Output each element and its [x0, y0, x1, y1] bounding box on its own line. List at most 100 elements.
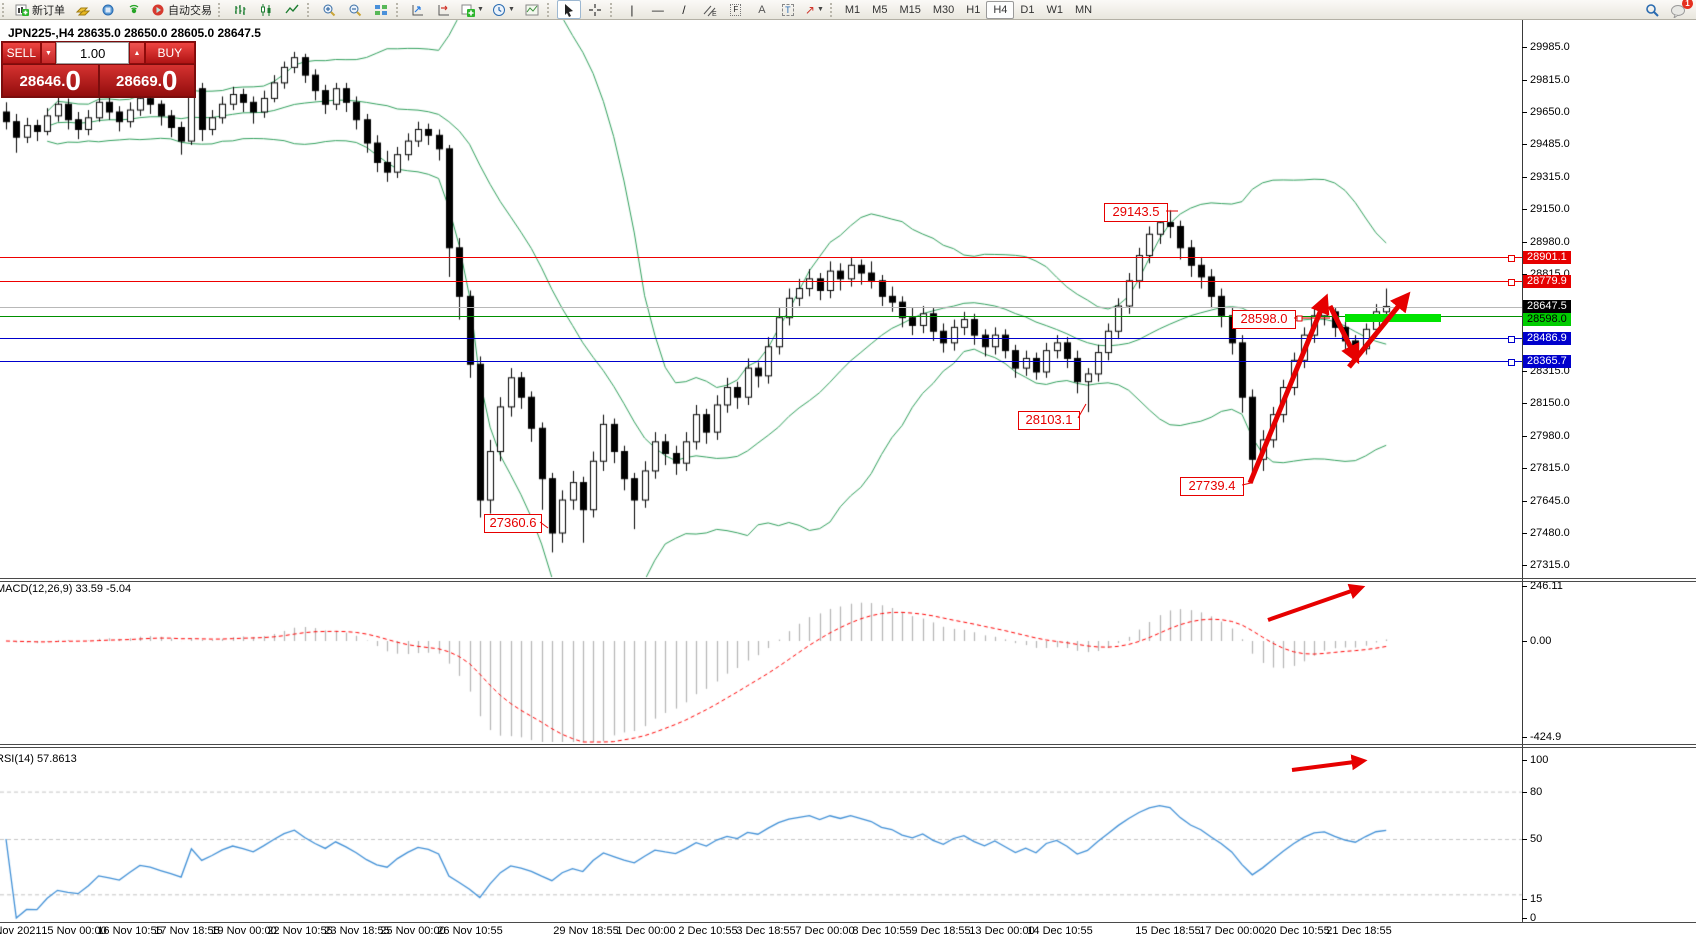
- zoom-in-button[interactable]: [317, 0, 341, 19]
- line-handle[interactable]: [1508, 335, 1515, 343]
- pane-separator[interactable]: [0, 744, 1696, 745]
- price-tick-mark: [1522, 47, 1527, 48]
- toolbar-grip[interactable]: [307, 2, 314, 17]
- candlestick-chart-button[interactable]: [254, 0, 278, 19]
- sell-price-dot: .: [61, 73, 66, 90]
- annotation-27739.4[interactable]: 27739.4: [1180, 477, 1244, 496]
- pane-separator[interactable]: [0, 581, 1696, 582]
- horizontal-line-tool[interactable]: —: [646, 0, 670, 19]
- search-button[interactable]: [1640, 1, 1664, 20]
- autotrading-button[interactable]: 自动交易: [148, 0, 215, 19]
- annotation-27360.6[interactable]: 27360.6: [484, 514, 542, 533]
- annotation-28598.0[interactable]: 28598.0: [1232, 310, 1296, 329]
- line-handle[interactable]: [1508, 278, 1515, 286]
- zoom-out-button[interactable]: [343, 0, 367, 19]
- macd-tick-label: 0.00: [1530, 635, 1552, 647]
- fibonacci-tool[interactable]: F: [724, 0, 748, 19]
- highlight-rectangle[interactable]: [1345, 314, 1441, 322]
- text-tool[interactable]: A: [750, 0, 774, 19]
- rsi-tick-mark: [1522, 918, 1527, 919]
- macd-tick-mark: [1522, 586, 1527, 587]
- sell-button[interactable]: SELL: [2, 42, 41, 64]
- auto-arrange-button[interactable]: [406, 0, 430, 19]
- timeframe-m15[interactable]: M15: [899, 3, 921, 16]
- period-menu-button[interactable]: ▼: [489, 0, 518, 19]
- news-button[interactable]: [96, 0, 120, 19]
- pane-separator[interactable]: [0, 578, 1696, 579]
- gold-bars-button[interactable]: [70, 0, 94, 19]
- annotation-28103.1[interactable]: 28103.1: [1018, 411, 1080, 430]
- date-label: 21 Dec 18:55: [1326, 925, 1392, 937]
- trendline-tool[interactable]: /: [672, 0, 696, 19]
- price-tag-28598.0: 28598.0: [1523, 312, 1571, 326]
- date-label: 1 Dec 00:00: [616, 925, 676, 937]
- price-tick-mark: [1522, 80, 1527, 81]
- timeframe-w1[interactable]: W1: [1046, 3, 1063, 16]
- volume-down-button[interactable]: ▼: [40, 42, 57, 64]
- timeframe-m1[interactable]: M1: [844, 3, 861, 16]
- trendline-icon: /: [682, 2, 686, 17]
- timeframe-d1[interactable]: D1: [1020, 3, 1035, 16]
- shapes-menu-button[interactable]: ↗ ▼: [802, 0, 827, 19]
- zoom-in-icon: [323, 4, 336, 16]
- signals-button[interactable]: [122, 0, 146, 19]
- price-line-28901.1[interactable]: [0, 257, 1522, 259]
- notifications-button[interactable]: 1: [1666, 0, 1693, 20]
- crosshair-icon: [588, 3, 601, 16]
- price-tick-mark: [1522, 468, 1527, 469]
- templates-button[interactable]: [520, 0, 544, 19]
- price-line-28486.9[interactable]: [0, 337, 1522, 339]
- line-handle[interactable]: [1508, 254, 1515, 262]
- tile-windows-button[interactable]: [369, 0, 393, 19]
- toolbar-grip[interactable]: [609, 2, 617, 17]
- buy-price-display[interactable]: 28669. 0: [98, 64, 195, 97]
- pane-separator[interactable]: [0, 747, 1696, 748]
- date-label: 25 Nov 00:00: [380, 925, 446, 937]
- text-label-tool[interactable]: T: [776, 0, 800, 19]
- bar-chart-button[interactable]: [228, 0, 252, 19]
- date-label: 23 Nov 18:55: [324, 925, 390, 937]
- chevron-down-icon: ▼: [816, 6, 824, 13]
- date-label: 15 Dec 18:55: [1135, 925, 1201, 937]
- price-tick-label: 29815.0: [1530, 74, 1570, 86]
- timeframe-h4[interactable]: H4: [986, 0, 1015, 19]
- cursor-tool-button[interactable]: [556, 0, 581, 19]
- annotation-29143.5[interactable]: 29143.5: [1104, 203, 1168, 222]
- timeframe-mn[interactable]: MN: [1074, 3, 1093, 16]
- price-tick-label: 28315.0: [1530, 365, 1570, 377]
- price-line-28647.5[interactable]: [0, 306, 1522, 308]
- line-chart-button[interactable]: [280, 0, 304, 19]
- price-tick-mark: [1522, 144, 1527, 145]
- volume-up-button[interactable]: ▲: [129, 42, 145, 64]
- timeframe-h1[interactable]: H1: [966, 3, 981, 16]
- sell-price-display[interactable]: 28646. 0: [2, 64, 99, 97]
- timeframe-m30[interactable]: M30: [932, 3, 955, 16]
- price-line-28598[interactable]: [0, 316, 1522, 318]
- buy-button[interactable]: BUY: [144, 42, 195, 64]
- price-line-28365.7[interactable]: [0, 361, 1522, 363]
- timeframe-m5[interactable]: M5: [872, 3, 888, 16]
- auto-arrange-icon: [412, 4, 423, 15]
- cursor-icon: [565, 3, 574, 17]
- date-label: 17 Dec 00:00: [1199, 925, 1265, 937]
- toolbar-grip[interactable]: [546, 2, 554, 17]
- crosshair-tool-button[interactable]: [583, 0, 607, 19]
- volume-input[interactable]: [56, 42, 130, 64]
- chart-shift-button[interactable]: [432, 0, 456, 19]
- toolbar-grip[interactable]: [396, 2, 403, 17]
- text-icon: A: [758, 3, 766, 16]
- line-handle[interactable]: [1508, 358, 1515, 366]
- vertical-line-tool[interactable]: |: [620, 0, 644, 19]
- sell-price-main: 28646: [19, 73, 62, 90]
- zoom-out-icon: [349, 4, 362, 16]
- equidistant-channel-tool[interactable]: E: [698, 0, 722, 19]
- rsi-tick-mark: [1522, 839, 1527, 840]
- toolbar-grip[interactable]: [218, 2, 225, 17]
- toolbar-grip[interactable]: [829, 2, 837, 17]
- toolbar-grip[interactable]: [2, 2, 9, 17]
- date-label: 7 Dec 00:00: [795, 925, 855, 937]
- add-indicator-button[interactable]: ▼: [458, 0, 487, 19]
- new-order-button[interactable]: 新订单: [12, 0, 68, 19]
- price-line-28779.9[interactable]: [0, 280, 1522, 282]
